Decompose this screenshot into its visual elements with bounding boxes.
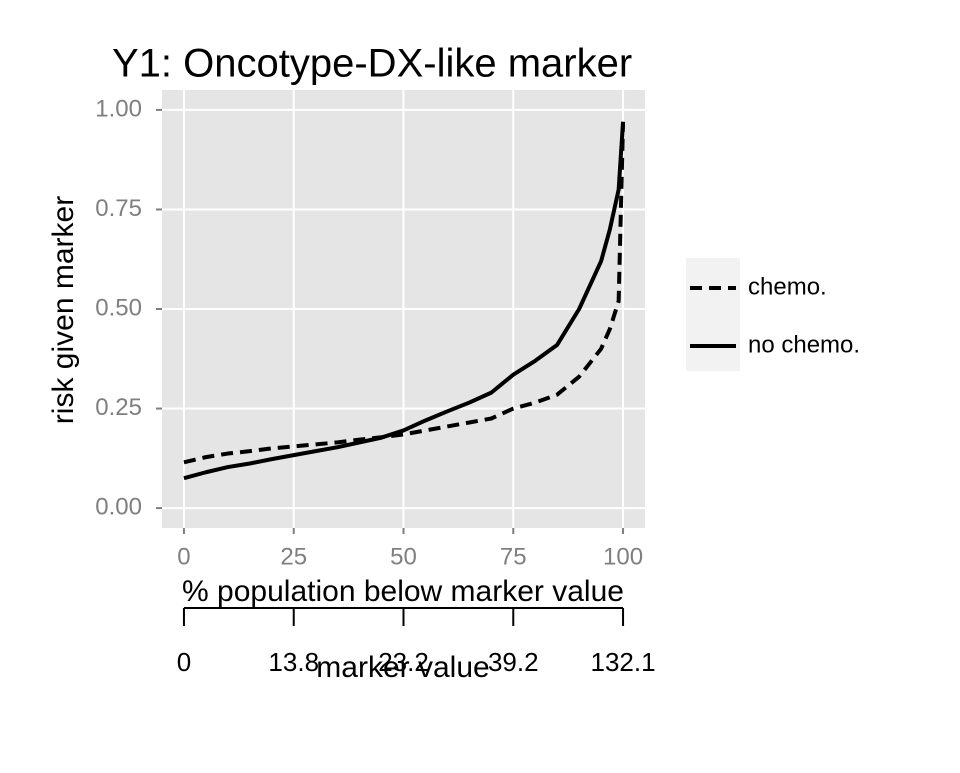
x-tick-label: 50 — [390, 543, 417, 570]
legend-label: no chemo. — [748, 331, 860, 358]
legend-box — [686, 258, 740, 371]
x-tick-label: 100 — [603, 543, 643, 570]
secondary-tick-label: 132.1 — [591, 647, 656, 677]
secondary-tick-label: 23.2 — [378, 647, 429, 677]
y-tick-label: 0.00 — [95, 493, 142, 520]
y-tick-label: 0.75 — [95, 195, 142, 222]
x-axis-label: % population below marker value — [182, 575, 624, 608]
y-tick-label: 0.25 — [95, 394, 142, 421]
series-line — [183, 121, 626, 481]
legend-label: chemo. — [748, 273, 827, 300]
secondary-tick-label: 0 — [177, 647, 191, 677]
x-tick-label: 75 — [500, 543, 527, 570]
y-tick-label: 0.50 — [95, 294, 142, 321]
x-tick-label: 0 — [177, 543, 190, 570]
series-line — [183, 121, 626, 465]
y-tick-label: 1.00 — [95, 95, 142, 122]
x-tick-label: 25 — [280, 543, 307, 570]
y-axis-label: risk given marker — [47, 196, 80, 424]
secondary-tick-label: 13.8 — [268, 647, 319, 677]
secondary-tick-label: 39.2 — [488, 647, 539, 677]
chart-title: Y1: Oncotype-DX-like marker — [112, 42, 632, 86]
secondary-axis-label: marker value — [316, 651, 489, 684]
